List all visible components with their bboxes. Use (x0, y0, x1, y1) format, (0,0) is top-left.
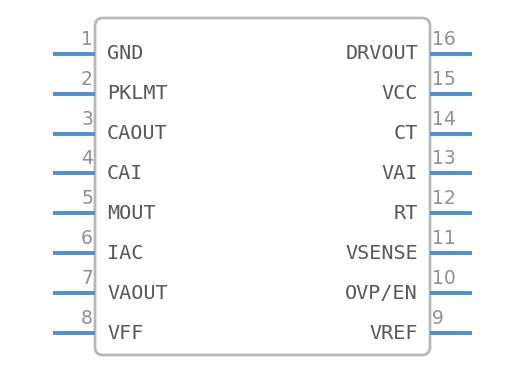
Text: 3: 3 (81, 109, 93, 129)
Text: DRVOUT: DRVOUT (345, 44, 418, 63)
FancyBboxPatch shape (95, 18, 430, 355)
Text: 5: 5 (81, 189, 93, 208)
Text: 16: 16 (432, 30, 456, 49)
Text: 9: 9 (432, 309, 444, 328)
Text: 6: 6 (81, 229, 93, 248)
Text: 7: 7 (81, 269, 93, 288)
Text: GND: GND (107, 44, 144, 63)
Text: VREF: VREF (370, 324, 418, 343)
Text: VAI: VAI (382, 164, 418, 183)
Text: 14: 14 (432, 109, 456, 129)
Text: PKLMT: PKLMT (107, 84, 167, 103)
Text: 4: 4 (81, 150, 93, 169)
Text: CAOUT: CAOUT (107, 124, 167, 143)
Text: 15: 15 (432, 70, 456, 89)
Text: MOUT: MOUT (107, 204, 156, 223)
Text: 2: 2 (81, 70, 93, 89)
Text: 8: 8 (81, 309, 93, 328)
Text: 10: 10 (432, 269, 456, 288)
Text: OVP/EN: OVP/EN (345, 284, 418, 303)
Text: CAI: CAI (107, 164, 144, 183)
Text: 11: 11 (432, 229, 456, 248)
Text: CT: CT (394, 124, 418, 143)
Text: 1: 1 (81, 30, 93, 49)
Text: IAC: IAC (107, 244, 144, 263)
Text: VFF: VFF (107, 324, 144, 343)
Text: VSENSE: VSENSE (345, 244, 418, 263)
Text: VAOUT: VAOUT (107, 284, 167, 303)
Text: 13: 13 (432, 150, 456, 169)
Text: RT: RT (394, 204, 418, 223)
Text: 12: 12 (432, 189, 456, 208)
Text: VCC: VCC (382, 84, 418, 103)
